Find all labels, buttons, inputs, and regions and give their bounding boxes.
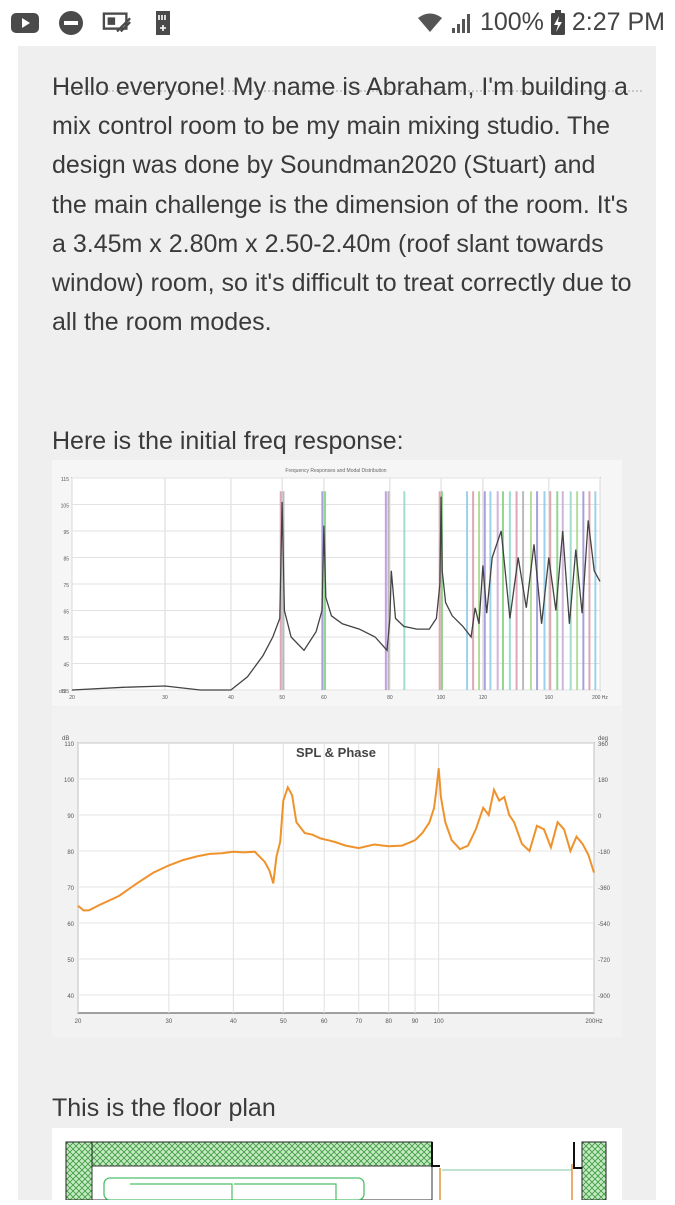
youtube-icon [10,9,40,37]
y-tick-label: 35 [63,689,69,695]
y-tick-label: 55 [63,636,69,642]
x-tick-label: 20 [75,1019,82,1025]
y-tick-label: 45 [63,663,69,669]
wifi-icon [417,13,442,32]
chart-title: Frequency Responses and Modal Distributi… [285,468,386,474]
notification-icons [10,9,178,37]
x-tick-label: 40 [228,695,234,701]
y2-tick-label: -180 [598,850,611,856]
y-tick-label: 70 [67,886,74,892]
y-tick-label: 75 [63,583,69,589]
post-divider [68,90,642,92]
y2-axis-unit-label: deg [598,736,608,742]
x-tick-label: 200 Hz [592,695,608,701]
x-tick-label: 160 [545,695,554,701]
x-tick-label: 40 [230,1019,237,1025]
x-tick-label: 120 [479,695,488,701]
y-tick-label: 110 [64,742,74,748]
floor-plan-caption: This is the floor plan [52,1094,276,1122]
y-tick-label: 90 [67,814,74,820]
plot-area [77,742,595,1014]
cellular-signal-icon [451,13,470,33]
y-tick-label: 80 [67,850,74,856]
y-tick-label: 65 [63,610,69,616]
spl-phase-chart-image[interactable]: 110 100 90 80 70 60 50 40 360 180 0 -180 -360 -540 -72… [52,707,622,1037]
y-tick-label: 95 [63,530,69,536]
x-tick-label: 200Hz [585,1019,602,1025]
frequency-modal-chart-image[interactable]: 115 105 95 85 75 65 55 45 35 dB 20 30 40 50 60 80 100 120… [52,460,622,706]
floor-plan-image[interactable] [52,1128,622,1201]
x-tick-label: 60 [321,695,327,701]
y2-tick-label: 0 [598,814,602,820]
y2-tick-label: -720 [598,958,611,964]
y-tick-label: 115 [61,477,69,483]
system-status: 100% 2:27 PM [416,8,665,37]
x-tick-label: 80 [387,695,393,701]
clock: 2:27 PM [571,8,665,36]
x-tick-label: 80 [385,1019,392,1025]
x-tick-label: 50 [279,695,285,701]
vpn-icon [102,9,132,37]
y2-tick-label: -540 [598,922,611,928]
x-tick-label: 30 [162,695,168,701]
y-tick-label: 50 [67,958,74,964]
freq-response-caption: Here is the initial freq response: [52,427,404,455]
y-tick-label: 40 [67,994,74,1000]
spl-phase-chart: 110 100 90 80 70 60 50 40 360 180 0 -180 -360 -540 -72… [52,707,622,1037]
y-axis-unit-label: dB [59,689,66,695]
x-tick-label: 70 [355,1019,362,1025]
spl-curve [77,768,595,912]
x-tick-label: 30 [166,1019,173,1025]
y-tick-label: 85 [63,557,69,563]
sd-card-icon [148,9,178,37]
status-bar: 100% 2:27 PM [0,0,675,46]
floor-plan-drawing [65,1141,607,1201]
battery-percent: 100% [479,8,544,36]
x-tick-label: 100 [434,1019,445,1025]
x-tick-label: 50 [280,1019,287,1025]
do-not-disturb-icon [56,9,86,37]
y-axis-unit-label: dB [62,736,69,742]
x-tick-label: 90 [412,1019,419,1025]
y-tick-label: 100 [64,778,75,784]
y2-tick-label: -900 [598,994,611,1000]
x-tick-label: 100 [437,695,446,701]
battery-charging-icon [550,9,565,35]
y2-tick-label: 360 [598,742,609,748]
post-intro-text: Hello everyone! My name is Abraham, I'm … [52,73,632,337]
x-tick-label: 20 [69,695,75,701]
x-tick-label: 60 [321,1019,328,1025]
y-tick-label: 60 [67,922,74,928]
y2-tick-label: -360 [598,886,611,892]
y-tick-label: 105 [61,504,70,510]
response-curve [71,496,601,691]
y2-tick-label: 180 [598,778,609,784]
chart-title: SPL & Phase [296,745,376,760]
